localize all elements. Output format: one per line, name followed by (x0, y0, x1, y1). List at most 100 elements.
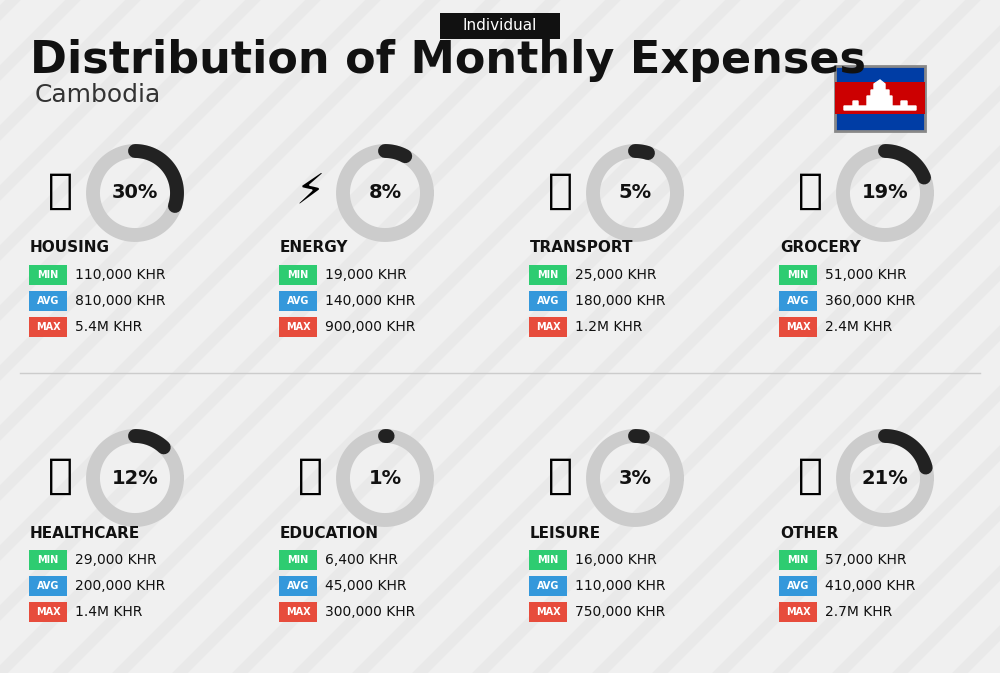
Text: 110,000 KHR: 110,000 KHR (75, 268, 166, 282)
Text: AVG: AVG (537, 296, 559, 306)
Text: 5%: 5% (618, 184, 652, 203)
Text: 12%: 12% (112, 468, 158, 487)
Text: AVG: AVG (287, 581, 309, 591)
FancyBboxPatch shape (440, 13, 560, 39)
Text: 6,400 KHR: 6,400 KHR (325, 553, 398, 567)
Text: Distribution of Monthly Expenses: Distribution of Monthly Expenses (30, 40, 866, 83)
FancyBboxPatch shape (529, 317, 567, 337)
FancyBboxPatch shape (779, 576, 817, 596)
FancyBboxPatch shape (279, 291, 317, 311)
Text: 25,000 KHR: 25,000 KHR (575, 268, 656, 282)
FancyBboxPatch shape (279, 265, 317, 285)
Text: MIN: MIN (787, 555, 809, 565)
FancyBboxPatch shape (529, 602, 567, 622)
FancyBboxPatch shape (529, 265, 567, 285)
Text: 2.4M KHR: 2.4M KHR (825, 320, 892, 334)
Text: 💰: 💰 (798, 455, 822, 497)
Text: MIN: MIN (37, 555, 59, 565)
Text: MIN: MIN (287, 555, 309, 565)
Text: 51,000 KHR: 51,000 KHR (825, 268, 907, 282)
FancyBboxPatch shape (779, 550, 817, 570)
FancyBboxPatch shape (279, 602, 317, 622)
Text: 5.4M KHR: 5.4M KHR (75, 320, 142, 334)
FancyBboxPatch shape (279, 317, 317, 337)
Text: MIN: MIN (537, 555, 559, 565)
FancyBboxPatch shape (835, 81, 925, 114)
Text: MIN: MIN (287, 270, 309, 280)
Text: 🏢: 🏢 (48, 170, 72, 212)
Text: 🛍: 🛍 (548, 455, 572, 497)
FancyBboxPatch shape (529, 291, 567, 311)
FancyBboxPatch shape (279, 550, 317, 570)
Text: TRANSPORT: TRANSPORT (530, 240, 634, 256)
Text: MIN: MIN (787, 270, 809, 280)
Text: Individual: Individual (463, 18, 537, 34)
Polygon shape (844, 80, 916, 110)
FancyBboxPatch shape (835, 65, 925, 131)
Text: 140,000 KHR: 140,000 KHR (325, 294, 415, 308)
Text: 810,000 KHR: 810,000 KHR (75, 294, 166, 308)
Text: ENERGY: ENERGY (280, 240, 349, 256)
FancyBboxPatch shape (29, 317, 67, 337)
Text: 300,000 KHR: 300,000 KHR (325, 605, 415, 619)
Text: AVG: AVG (287, 296, 309, 306)
FancyBboxPatch shape (779, 602, 817, 622)
Text: 1%: 1% (368, 468, 402, 487)
FancyBboxPatch shape (29, 550, 67, 570)
Text: AVG: AVG (537, 581, 559, 591)
FancyBboxPatch shape (529, 576, 567, 596)
Text: MAX: MAX (786, 322, 810, 332)
Text: 8%: 8% (368, 184, 402, 203)
Text: 180,000 KHR: 180,000 KHR (575, 294, 666, 308)
FancyBboxPatch shape (29, 291, 67, 311)
Text: MAX: MAX (786, 607, 810, 617)
FancyBboxPatch shape (779, 317, 817, 337)
Text: 360,000 KHR: 360,000 KHR (825, 294, 915, 308)
Text: 29,000 KHR: 29,000 KHR (75, 553, 157, 567)
Text: OTHER: OTHER (780, 526, 838, 540)
Text: 19,000 KHR: 19,000 KHR (325, 268, 407, 282)
Text: 900,000 KHR: 900,000 KHR (325, 320, 415, 334)
FancyBboxPatch shape (779, 291, 817, 311)
Text: 16,000 KHR: 16,000 KHR (575, 553, 657, 567)
Text: 19%: 19% (862, 184, 908, 203)
Text: GROCERY: GROCERY (780, 240, 861, 256)
Text: 750,000 KHR: 750,000 KHR (575, 605, 665, 619)
Text: MAX: MAX (536, 607, 560, 617)
Text: Cambodia: Cambodia (35, 83, 161, 107)
Text: 1.4M KHR: 1.4M KHR (75, 605, 142, 619)
Text: MIN: MIN (37, 270, 59, 280)
Text: MAX: MAX (286, 607, 310, 617)
Text: 410,000 KHR: 410,000 KHR (825, 579, 915, 593)
Text: 🛒: 🛒 (798, 170, 822, 212)
Text: ⚡: ⚡ (295, 170, 325, 212)
FancyBboxPatch shape (29, 576, 67, 596)
FancyBboxPatch shape (779, 265, 817, 285)
Text: EDUCATION: EDUCATION (280, 526, 379, 540)
Text: 200,000 KHR: 200,000 KHR (75, 579, 165, 593)
Text: 🎓: 🎓 (298, 455, 322, 497)
Text: 45,000 KHR: 45,000 KHR (325, 579, 406, 593)
Text: HEALTHCARE: HEALTHCARE (30, 526, 140, 540)
Text: 1.2M KHR: 1.2M KHR (575, 320, 642, 334)
Text: AVG: AVG (37, 581, 59, 591)
FancyBboxPatch shape (29, 602, 67, 622)
Text: 2.7M KHR: 2.7M KHR (825, 605, 892, 619)
FancyBboxPatch shape (279, 576, 317, 596)
Text: LEISURE: LEISURE (530, 526, 601, 540)
Text: 🏥: 🏥 (48, 455, 72, 497)
Text: MAX: MAX (36, 607, 60, 617)
Text: MAX: MAX (536, 322, 560, 332)
Text: 🚌: 🚌 (548, 170, 572, 212)
Text: 57,000 KHR: 57,000 KHR (825, 553, 906, 567)
FancyBboxPatch shape (529, 550, 567, 570)
Text: HOUSING: HOUSING (30, 240, 110, 256)
Text: AVG: AVG (787, 581, 809, 591)
FancyBboxPatch shape (29, 265, 67, 285)
Text: 30%: 30% (112, 184, 158, 203)
Text: MAX: MAX (36, 322, 60, 332)
Text: 21%: 21% (862, 468, 908, 487)
Text: MIN: MIN (537, 270, 559, 280)
Text: MAX: MAX (286, 322, 310, 332)
Text: 110,000 KHR: 110,000 KHR (575, 579, 666, 593)
